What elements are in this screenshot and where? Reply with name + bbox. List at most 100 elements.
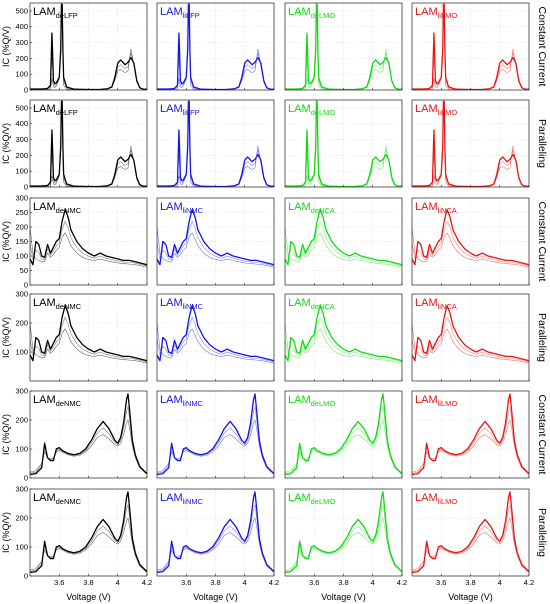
panel-label: LAMdeNCA bbox=[288, 201, 335, 215]
panel-2-2: LAMdeNCA bbox=[284, 197, 403, 286]
series-middle-line bbox=[30, 220, 147, 267]
panel-label: LAMliLFP bbox=[160, 6, 200, 20]
row-label: Paralleling bbox=[536, 508, 548, 557]
row-label: Constant Current bbox=[536, 7, 548, 87]
series-secondary-line bbox=[157, 419, 274, 475]
panel-label-subscript: liNCA bbox=[438, 302, 457, 311]
panel-2-1: LAMliNMC bbox=[156, 197, 275, 286]
panel-5-0: 0 100 200 300 3.6 3.8 4 4.2 LAMdeNMC bbox=[15, 485, 152, 588]
panel-label: LAMdeLMO bbox=[288, 103, 335, 117]
panel-label: LAMliNMC bbox=[160, 394, 204, 408]
panel-label: LAMdeNMC bbox=[33, 394, 82, 408]
y-tick-label: 500 bbox=[15, 6, 28, 15]
x-tick-label: 3.8 bbox=[465, 578, 475, 587]
x-axis-label: Voltage (V) bbox=[321, 592, 366, 602]
x-tick-label: 4 bbox=[371, 578, 375, 587]
panel-label-subscript: deLMO bbox=[311, 497, 336, 506]
panel-label-main: LAM bbox=[160, 103, 183, 115]
series-secondary-line bbox=[285, 517, 402, 573]
y-tick-label: 100 bbox=[15, 252, 28, 261]
series-secondary-line bbox=[412, 419, 529, 475]
panel-label-subscript: deLMO bbox=[311, 399, 336, 408]
panel-label-subscript: liLMO bbox=[438, 399, 458, 408]
series-middle-line bbox=[157, 220, 274, 267]
panel-label: LAMdeLMO bbox=[288, 6, 335, 20]
x-tick-label: 3.6 bbox=[436, 578, 446, 587]
series-primary-line bbox=[412, 3, 529, 90]
series-secondary-line bbox=[30, 419, 147, 475]
panel-label: LAMdeNCA bbox=[288, 297, 335, 311]
panel-0-1: LAMliLFP bbox=[156, 2, 275, 91]
y-tick-label: 300 bbox=[15, 387, 28, 396]
series-secondary-line bbox=[412, 226, 529, 268]
panel-1-3: LAMliLMO bbox=[411, 99, 530, 188]
y-tick-label: 250 bbox=[15, 208, 28, 217]
x-tick-label: 4 bbox=[243, 578, 247, 587]
y-tick-label: 50 bbox=[20, 266, 28, 275]
y-axis-label: IC (%Q/V) bbox=[1, 414, 11, 455]
panel-label-subscript: liNMC bbox=[183, 206, 204, 215]
panel-label: LAMliLMO bbox=[415, 394, 457, 408]
series-middle-line bbox=[30, 316, 147, 363]
x-tick-label: 3.8 bbox=[210, 578, 220, 587]
x-tick-label: 3.8 bbox=[338, 578, 348, 587]
panel-label-main: LAM bbox=[33, 297, 56, 309]
series-secondary-line bbox=[157, 226, 274, 268]
x-axis-label: Voltage (V) bbox=[193, 592, 238, 602]
series-primary-line bbox=[157, 304, 274, 362]
panel-label-main: LAM bbox=[288, 103, 311, 115]
panel-label: LAMdeNMC bbox=[33, 297, 82, 311]
series-primary-line bbox=[412, 100, 529, 187]
panel-label: LAMdeNMC bbox=[33, 492, 82, 506]
y-tick-label: 200 bbox=[15, 223, 28, 232]
panel-label-main: LAM bbox=[160, 297, 183, 309]
series-primary-line bbox=[285, 100, 402, 187]
panel-5-2: 3.6 3.8 4 4.2 LAMdeLMO bbox=[284, 488, 407, 587]
panel-3-2: LAMdeNCA bbox=[284, 293, 403, 382]
x-tick-label: 3.6 bbox=[309, 578, 319, 587]
y-tick-label: 0 bbox=[24, 572, 28, 581]
x-tick-label: 4.2 bbox=[269, 578, 279, 587]
panel-label: LAMliLMO bbox=[415, 103, 457, 117]
panel-label-main: LAM bbox=[33, 492, 56, 504]
panel-label: LAMliLMO bbox=[415, 6, 457, 20]
panel-label-main: LAM bbox=[415, 394, 438, 406]
panel-4-3: LAMliLMO bbox=[411, 390, 530, 479]
panel-label-subscript: liLMO bbox=[438, 108, 458, 117]
x-axis-label: Voltage (V) bbox=[448, 592, 493, 602]
series-middle-line bbox=[412, 220, 529, 267]
panel-label-main: LAM bbox=[288, 297, 311, 309]
panel-label-main: LAM bbox=[415, 492, 438, 504]
panel-3-1: LAMliNMC bbox=[156, 293, 275, 382]
y-tick-label: 100 bbox=[15, 70, 28, 79]
row-label: Paralleling bbox=[536, 119, 548, 168]
x-tick-label: 4 bbox=[498, 578, 502, 587]
y-tick-label: 0 bbox=[24, 183, 28, 192]
panel-label-subscript: deLFP bbox=[56, 108, 78, 117]
y-tick-label: 400 bbox=[15, 22, 28, 31]
y-tick-label: 300 bbox=[15, 290, 28, 299]
panel-label-subscript: deLMO bbox=[311, 108, 336, 117]
series-secondary-line bbox=[30, 322, 147, 364]
panel-2-3: LAMliNCA bbox=[411, 197, 530, 286]
series-secondary-line bbox=[285, 322, 402, 364]
series-secondary-line bbox=[412, 322, 529, 364]
panel-label-main: LAM bbox=[288, 201, 311, 213]
y-tick-label: 200 bbox=[15, 514, 28, 523]
row-label: Paralleling bbox=[536, 313, 548, 362]
series-secondary-line bbox=[412, 517, 529, 573]
series-secondary-line bbox=[285, 226, 402, 268]
y-tick-label: 0 bbox=[24, 474, 28, 483]
row-label: Constant Current bbox=[536, 395, 548, 475]
series-primary-line bbox=[30, 100, 147, 187]
panel-label: LAMdeLMO bbox=[288, 394, 335, 408]
panel-label-main: LAM bbox=[415, 297, 438, 309]
panel-label: LAMliLMO bbox=[415, 492, 457, 506]
series-middle-line bbox=[285, 220, 402, 267]
panel-label-main: LAM bbox=[415, 6, 438, 18]
panel-label-main: LAM bbox=[33, 201, 56, 213]
series-secondary-line bbox=[157, 517, 274, 573]
panel-label: LAMdeNMC bbox=[33, 201, 82, 215]
series-primary-line bbox=[412, 208, 529, 266]
panel-label-subscript: deLMO bbox=[311, 11, 336, 20]
